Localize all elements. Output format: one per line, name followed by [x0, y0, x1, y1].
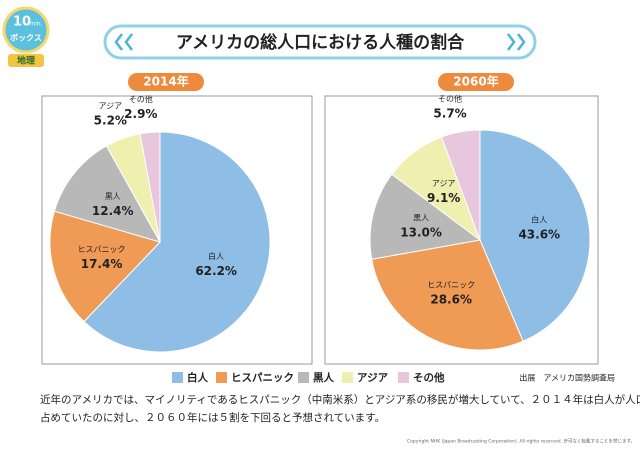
logo-unit: min.: [29, 21, 42, 28]
logo-name: ボックス: [10, 33, 42, 43]
pie-slice: [139, 131, 161, 243]
legend-swatch: [172, 372, 183, 383]
logo: 10 min. ボックス 地理: [2, 6, 50, 67]
logo-subject: 地理: [17, 55, 35, 67]
logo-number: 10: [13, 15, 31, 30]
pie-slice: [49, 210, 161, 323]
value-label: 28.6%: [430, 293, 472, 307]
title-banner: アメリカの総人口における人種の割合: [103, 24, 537, 60]
value-label: 12.4%: [92, 204, 134, 218]
legend-swatch: [398, 372, 409, 383]
legend-swatch: [342, 372, 353, 383]
slice-label: ヒスパニック: [78, 245, 126, 254]
caption-line: 近年のアメリカでは、マイノリティであるヒスパニック（中南米系）とアジア系の移民が…: [40, 393, 640, 406]
year-pill: [438, 73, 514, 91]
value-label: 17.4%: [81, 257, 123, 271]
value-label: 43.6%: [518, 227, 560, 241]
slice-label: アジア: [432, 179, 456, 188]
pie-title: 2014年: [143, 74, 188, 89]
slice-label: ヒスパニック: [427, 281, 475, 290]
pie-slice: [440, 129, 481, 241]
title-frame: [103, 24, 537, 60]
value-label: 5.7%: [433, 106, 466, 120]
pie-slice: [369, 173, 482, 260]
value-label: 5.2%: [94, 114, 127, 128]
logo-subject-bg: [8, 54, 44, 67]
legend-label: その他: [413, 371, 445, 384]
slice-label: その他: [438, 93, 462, 103]
year-pill: [128, 73, 204, 91]
value-label: 2.9%: [124, 107, 157, 121]
pie-slice: [371, 239, 524, 351]
legend: 白人 ヒスパニック 黒人 アジア その他: [172, 371, 445, 384]
value-label: 9.1%: [427, 191, 460, 205]
source: 出展 アメリカ国勢調査局: [519, 373, 615, 383]
legend-label: アジア: [357, 372, 389, 384]
value-label: 62.2%: [195, 264, 237, 278]
slice-label: 黒人: [105, 192, 121, 201]
title-chevrons: [114, 33, 526, 51]
slice-label: 白人: [531, 214, 547, 224]
caption-line: 占めていたのに対し、２０６０年には５割を下回ると予想されています。: [40, 411, 385, 424]
pie-title: 2060年: [453, 74, 498, 89]
legend-swatch: [298, 372, 309, 383]
legend-swatch: [216, 372, 227, 383]
pie-slice: [83, 131, 271, 353]
slice-label: その他: [129, 94, 153, 104]
pie-slice: [53, 145, 162, 243]
slice-label: 白人: [208, 251, 224, 261]
slice-label: アジア: [98, 102, 122, 111]
copyright: Copyright NHK (Japan Broadcasting Corpor…: [407, 438, 635, 445]
logo-badge: [2, 6, 50, 54]
value-label: 13.0%: [400, 226, 442, 240]
pie-slice: [479, 129, 591, 342]
chart-title: アメリカの総人口における人種の割合: [176, 32, 465, 53]
slice-label: 黒人: [413, 214, 429, 223]
legend-label: ヒスパニック: [231, 372, 294, 384]
legend-label: 白人: [187, 371, 208, 384]
legend-label: 黒人: [313, 371, 334, 384]
